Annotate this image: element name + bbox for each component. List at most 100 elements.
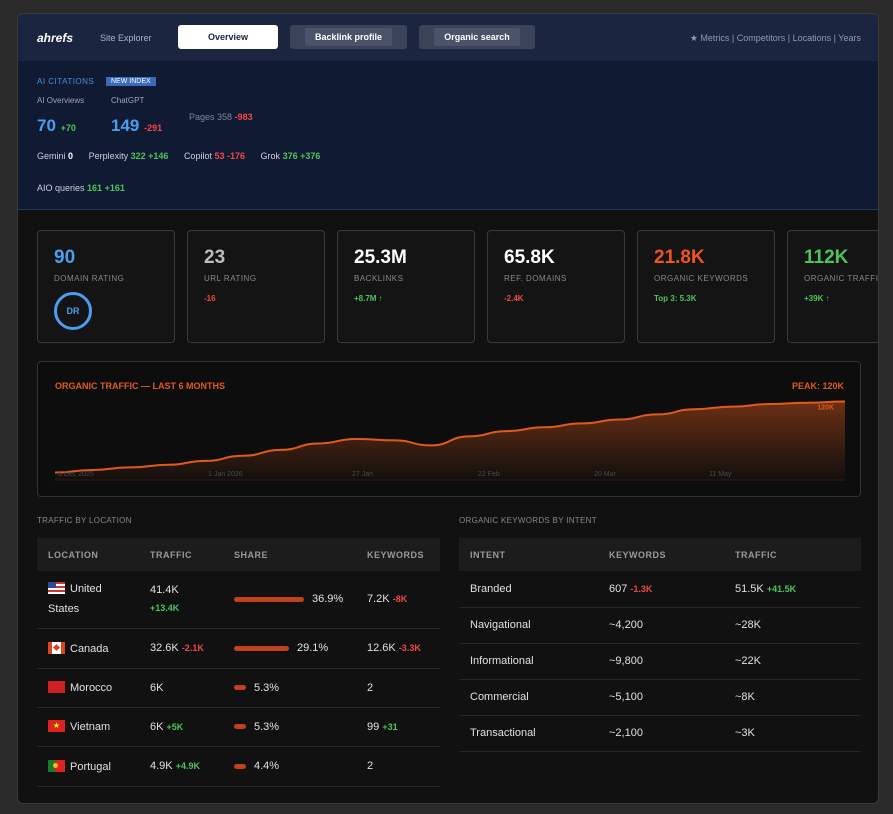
keywords-value: 7.2K	[367, 593, 390, 606]
table-row[interactable]: Morocco 6K 5.3% 2	[37, 668, 440, 708]
metric-card[interactable]: 25.3M BACKLINKS +8.7M ↑	[337, 230, 475, 343]
intent-table: INTENT KEYWORDS TRAFFIC Branded 607 -1.3K 51.…	[459, 538, 861, 752]
peak-data-label: 120K	[817, 404, 834, 411]
source-value: 376	[282, 151, 298, 161]
location-name[interactable]: United States	[48, 583, 102, 616]
column-header[interactable]: KEYWORDS	[356, 538, 440, 571]
column-header[interactable]: TRAFFIC	[724, 538, 861, 571]
new-index-badge: NEW INDEX	[106, 77, 156, 86]
traffic-cell: ~8K	[724, 679, 861, 716]
share-value: 5.3%	[254, 681, 280, 694]
tab-organic-search[interactable]: Organic search	[419, 25, 535, 49]
source-delta: +146	[148, 151, 169, 161]
metric-delta: Top 3: 5.3K	[654, 294, 697, 303]
chatgpt-value: 149	[111, 116, 140, 135]
share-bar	[234, 645, 289, 651]
location-name[interactable]: Canada	[70, 642, 109, 655]
table-row[interactable]: Canada 32.6K -2.1K 29.1% 12.6K -3.3K	[37, 628, 440, 669]
column-header[interactable]: SHARE	[223, 538, 356, 571]
source-value: 0	[68, 151, 74, 161]
location-name[interactable]: Vietnam	[70, 721, 111, 733]
source-name: Copilot	[183, 151, 212, 161]
traffic-value: ~8K	[735, 691, 755, 703]
traffic-chart: ORGANIC TRAFFIC — LAST 6 MONTHS PEAK: 12…	[37, 361, 861, 497]
metric-card[interactable]: 112K ORGANIC TRAFFIC +39K ↑	[787, 230, 878, 343]
intent-name: Commercial	[459, 679, 598, 716]
traffic-delta: +4.9K	[175, 761, 200, 771]
metric-value: 23	[204, 247, 226, 268]
keywords-cell: 2	[356, 668, 440, 708]
site-explorer-link[interactable]: Site Explorer	[100, 33, 152, 43]
intent-name: Informational	[459, 643, 598, 680]
traffic-delta: +41.5K	[766, 583, 797, 594]
tab-overview[interactable]: Overview	[178, 25, 278, 49]
ai-overviews-value: 70	[37, 116, 56, 135]
location-table: LOCATION TRAFFIC SHARE KEYWORDS United State…	[37, 538, 440, 787]
source-value: 322	[130, 151, 146, 161]
share-cell: 29.1%	[223, 628, 356, 669]
flag-pt-icon	[48, 759, 65, 772]
table-row[interactable]: Commercial ~5,100 ~8K	[459, 679, 861, 716]
location-name[interactable]: Portugal	[70, 760, 111, 773]
source-value: 53	[214, 151, 225, 161]
share-bar	[234, 763, 246, 769]
metric-card[interactable]: 23 URL RATING -16	[187, 230, 325, 343]
traffic-cell: 41.4K +13.4K	[139, 571, 223, 629]
table-row[interactable]: Informational ~9,800 ~22K	[459, 643, 861, 680]
traffic-value: 6K	[150, 720, 164, 733]
metric-delta: +8.7M ↑	[354, 294, 383, 303]
metric-card[interactable]: 90 DOMAIN RATING DR	[37, 230, 175, 343]
metric-label: BACKLINKS	[354, 274, 404, 283]
keywords-cell: 607 -1.3K	[598, 571, 724, 608]
aio-queries: AIO queries 161 +161	[37, 183, 125, 193]
column-header[interactable]: KEYWORDS	[598, 538, 724, 571]
chatgpt-metric: 149 -291	[111, 116, 162, 136]
table-row[interactable]: United States 41.4K +13.4K 36.9% 7.2K -8K	[37, 571, 440, 629]
source-gemini: Gemini 0	[37, 151, 73, 161]
aio-delta: +161	[104, 183, 125, 193]
location-cell: Portugal	[37, 746, 139, 787]
x-tick-label: 22 Feb	[478, 471, 500, 478]
metric-value: 112K	[804, 247, 849, 268]
traffic-cell: ~28K	[724, 607, 861, 644]
intent-section-title: ORGANIC KEYWORDS BY INTENT	[459, 516, 597, 525]
column-header[interactable]: INTENT	[459, 538, 598, 571]
metric-card[interactable]: 65.8K REF. DOMAINS -2.4K	[487, 230, 625, 343]
location-name[interactable]: Morocco	[70, 682, 113, 694]
column-header[interactable]: LOCATION	[37, 538, 139, 571]
source-name: Gemini	[37, 151, 66, 161]
ai-citations-title: AI CITATIONS	[37, 77, 95, 86]
tab-backlink-profile[interactable]: Backlink profile	[290, 25, 407, 49]
metric-label: REF. DOMAINS	[504, 274, 567, 283]
traffic-value: ~28K	[735, 619, 761, 631]
tab-organic-search-label: Organic search	[434, 28, 520, 46]
keywords-value: ~5,100	[609, 691, 643, 703]
table-row[interactable]: Branded 607 -1.3K 51.5K +41.5K	[459, 571, 861, 608]
ahrefs-logo[interactable]: ahrefs	[37, 31, 74, 45]
traffic-delta: +13.4K	[150, 603, 180, 614]
metric-label: ORGANIC KEYWORDS	[654, 274, 749, 283]
flag-ma-icon	[48, 681, 65, 693]
pages-delta: -983	[234, 112, 253, 122]
traffic-line	[54, 400, 846, 474]
keywords-delta: -8K	[392, 594, 408, 605]
share-value: 36.9%	[312, 593, 344, 606]
pages-label: Pages 358	[189, 112, 233, 122]
table-row[interactable]: Navigational ~4,200 ~28K	[459, 607, 861, 644]
traffic-delta: -2.1K	[181, 643, 204, 653]
traffic-value: 51.5K	[735, 582, 764, 595]
table-row[interactable]: Transactional ~2,100 ~3K	[459, 715, 861, 752]
source-copilot: Copilot 53 -176	[184, 151, 245, 161]
traffic-delta: +5K	[166, 721, 184, 732]
x-tick-label: 6 Dec 2025	[58, 471, 94, 478]
top-links[interactable]: ★ Metrics | Competitors | Locations | Ye…	[689, 33, 861, 43]
traffic-value: 32.6K	[150, 642, 179, 654]
column-header[interactable]: TRAFFIC	[139, 538, 223, 571]
location-cell: Morocco	[37, 668, 139, 708]
x-tick-label: 11 May	[709, 471, 732, 478]
metric-card[interactable]: 21.8K ORGANIC KEYWORDS Top 3: 5.3K	[637, 230, 775, 343]
source-grok: Grok 376 +376	[261, 151, 321, 161]
traffic-cell: ~22K	[724, 643, 861, 680]
table-row[interactable]: Portugal 4.9K +4.9K 4.4% 2	[37, 746, 440, 787]
table-row[interactable]: ★ Vietnam 6K +5K 5.3% 99 +31	[37, 707, 440, 747]
